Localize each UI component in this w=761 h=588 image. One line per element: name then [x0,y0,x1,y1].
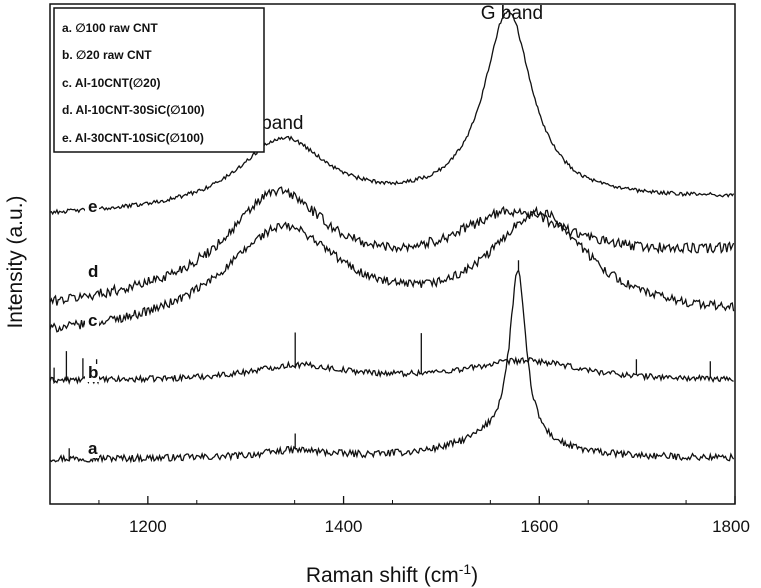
series-letter-bg-c [85,312,99,330]
x-tick-label-1800: 1800 [712,517,750,536]
x-axis-tick-labels: 1200 1400 1600 1800 [129,517,750,536]
x-axis-title: Raman shift (cm-1) [306,561,478,587]
legend: a. ∅100 raw CNT b. ∅20 raw CNT c. Al-10C… [53,7,265,153]
x-tick-label-1400: 1400 [325,517,363,536]
legend-box [53,7,265,153]
series-b-curve [49,332,734,385]
series-letter-bg-e [85,198,99,216]
series-letter-bg-d [85,263,99,281]
legend-entry-d: d. Al-10CNT-30SiC(∅100) [62,103,205,117]
series-letter-e: e [88,197,97,216]
legend-entry-c: c. Al-10CNT(∅20) [62,76,161,90]
series-letter-labels: a b c d e [85,197,99,458]
legend-entry-a: a. ∅100 raw CNT [62,21,158,35]
series-c-curve [49,205,735,333]
series-curves [49,10,735,464]
series-letter-a: a [88,439,98,458]
x-tick-label-1200: 1200 [129,517,167,536]
series-a-curve [49,260,735,464]
series-letter-bg-b [85,364,99,382]
y-axis-title: Intensity (a.u.) [4,195,27,328]
series-d-curve [49,186,735,306]
g-band-annotation: G band [481,3,543,24]
legend-entry-e: e. Al-30CNT-10SiC(∅100) [62,131,204,145]
x-axis-ticks [98,496,736,504]
series-e-curve [49,10,735,216]
series-letter-c: c [88,311,97,330]
x-tick-label-1600: 1600 [520,517,558,536]
series-letter-bg-a [85,440,99,458]
legend-entry-b: b. ∅20 raw CNT [62,48,152,62]
series-letter-d: d [88,262,98,281]
x-axis-title-superscript: -1 [459,561,472,577]
series-letter-b: b [88,363,98,382]
